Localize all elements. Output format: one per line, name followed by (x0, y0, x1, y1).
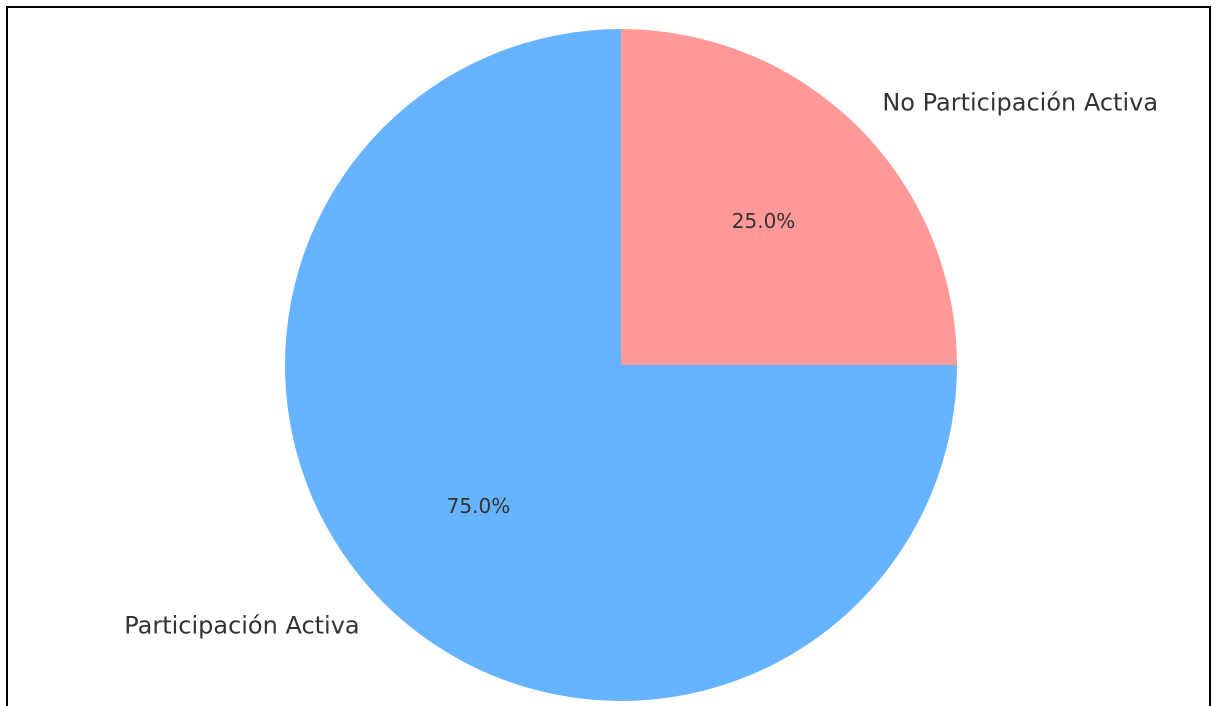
slice-label-no-participacion: No Participación Activa (882, 89, 1158, 117)
slice-percent-participacion: 75.0% (447, 494, 511, 518)
pie-slice-0 (621, 29, 957, 365)
slice-percent-no-participacion: 25.0% (732, 209, 796, 233)
slice-label-participacion: Participación Activa (124, 611, 359, 639)
pie-slice-1 (285, 29, 957, 701)
pie-labels: No Participación Activa 25.0% Participac… (124, 89, 1158, 640)
pie-slices (285, 29, 957, 701)
